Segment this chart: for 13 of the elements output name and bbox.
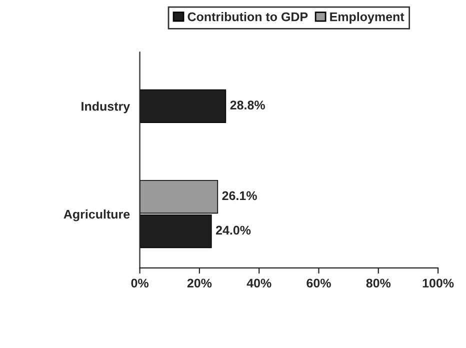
y-tick-label: Industry (82, 102, 130, 114)
x-tick-label: 100% (422, 278, 454, 288)
x-tick-label: 20% (187, 278, 212, 288)
data-label: 26.1% (222, 191, 257, 200)
data-label: 24.0% (216, 226, 251, 235)
x-tick-label: 80% (366, 278, 391, 288)
x-tick-label: 60% (306, 278, 331, 288)
legend-label: Employment (330, 12, 404, 24)
legend-label: Contribution to GDP (188, 12, 308, 22)
x-tick-label: 40% (246, 278, 272, 288)
x-tick-label: 0% (131, 278, 149, 288)
data-label: 28.8% (230, 100, 265, 110)
y-tick-label: Agriculture (64, 209, 130, 222)
